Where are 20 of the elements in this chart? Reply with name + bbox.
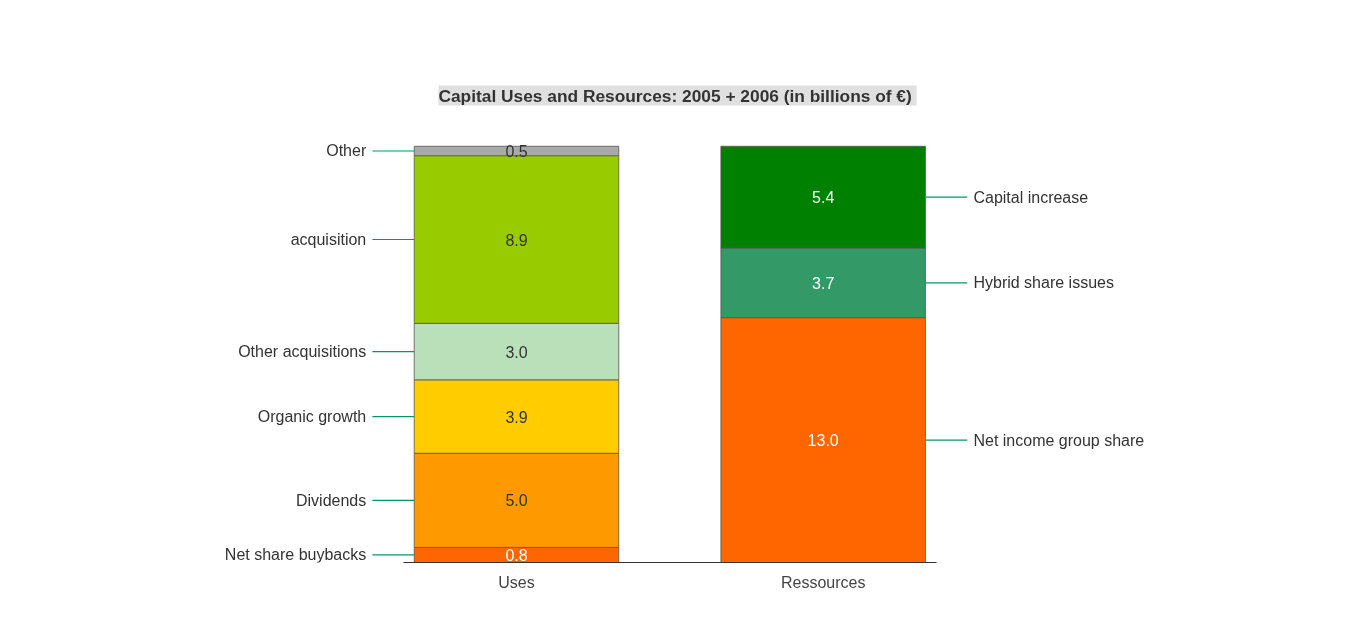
text: Net income group share bbox=[973, 431, 1145, 449]
text: Hybrid share issues bbox=[973, 274, 1114, 292]
x-tick-label: Uses bbox=[498, 573, 535, 591]
text: Organic growth bbox=[257, 408, 367, 426]
data-label: 5.4 bbox=[812, 189, 835, 207]
chart-title: Capital Uses and Resources: 2005 + 2006 (in billions of €) bbox=[438, 85, 912, 106]
data-label: 0.8 bbox=[505, 546, 528, 564]
text: Capital increase bbox=[973, 188, 1089, 206]
data-label: 0.5 bbox=[505, 142, 528, 160]
text: Other bbox=[326, 142, 367, 160]
data-label: 13.0 bbox=[807, 432, 839, 450]
data-label: 5.0 bbox=[505, 492, 528, 510]
data-label: 3.7 bbox=[812, 274, 835, 292]
data-label: 8.9 bbox=[505, 231, 528, 249]
text: Other acquisitions bbox=[238, 343, 367, 361]
x-tick-label: Ressources bbox=[780, 573, 866, 591]
text: Dividends bbox=[295, 491, 367, 509]
data-label: 3.0 bbox=[505, 343, 528, 361]
data-label: 3.9 bbox=[505, 408, 528, 426]
text: acquisition bbox=[290, 231, 367, 249]
